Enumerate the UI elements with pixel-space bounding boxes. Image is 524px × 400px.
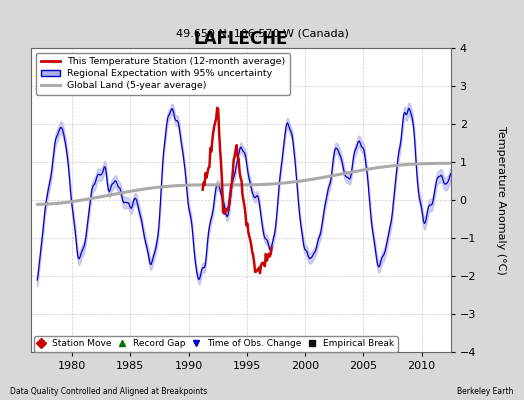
Legend: Station Move, Record Gap, Time of Obs. Change, Empirical Break: Station Move, Record Gap, Time of Obs. C… (34, 336, 398, 352)
Y-axis label: Temperature Anomaly (°C): Temperature Anomaly (°C) (496, 126, 506, 274)
Title: LAFLECHE: LAFLECHE (194, 30, 288, 48)
Text: Berkeley Earth: Berkeley Earth (457, 387, 514, 396)
Text: Data Quality Controlled and Aligned at Breakpoints: Data Quality Controlled and Aligned at B… (10, 387, 208, 396)
Text: 49.650 N, 106.570 W (Canada): 49.650 N, 106.570 W (Canada) (176, 29, 348, 39)
